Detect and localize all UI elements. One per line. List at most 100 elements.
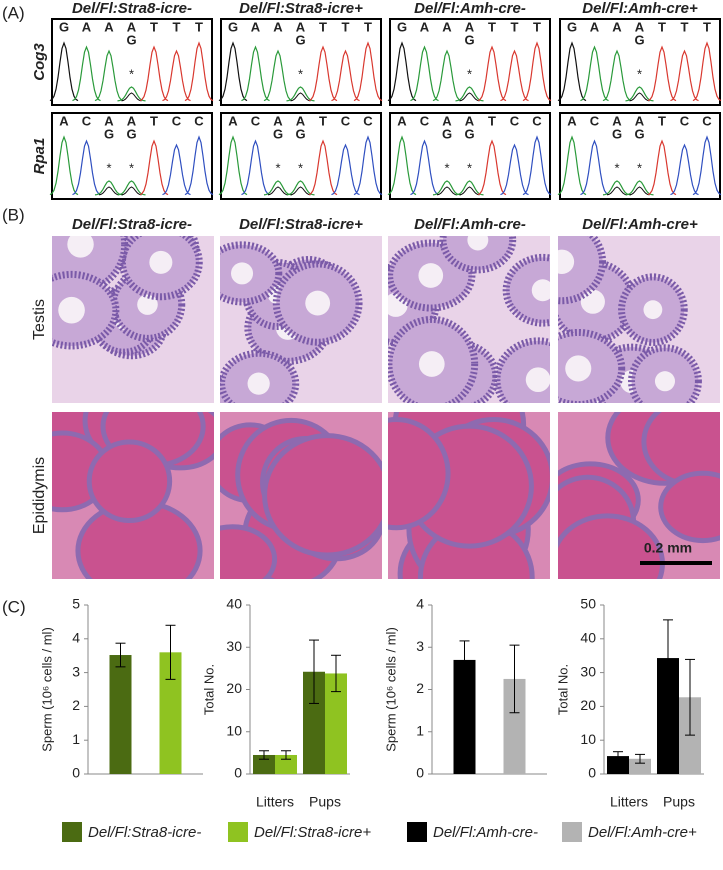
chromatogram-peak [387,41,417,102]
y-tick-label: 0 [72,765,80,781]
error-bar [281,750,291,760]
chromatogram-peak [117,180,146,196]
chromatogram-peak [629,92,650,102]
chromatogram-peak [629,186,650,196]
base-letter: G [228,19,238,34]
chromatogram-peak [455,180,484,196]
histology-image [220,236,382,403]
variant-letter: G [295,126,305,141]
chromatogram-peak [139,45,169,102]
lumen [467,236,489,251]
histology-image [388,236,550,403]
base-letter: G [567,19,577,34]
bar [325,673,347,774]
error-bar [685,658,695,736]
lumen [654,371,676,392]
legend-label: Del/Fl:Amh-cre- [433,824,538,841]
base-letter: T [364,19,372,34]
base-letter: A [442,113,452,128]
base-letter: A [251,19,261,34]
base-letter: A [465,19,475,34]
scale-bar-label: 0.2 mm [644,540,692,556]
bar [657,658,679,774]
chromatogram-peak [290,186,311,196]
column-header: Del/Fl:Stra8-icre+ [239,216,363,233]
base-letter: A [635,113,645,128]
panel-label: (A) [2,3,25,22]
chromatogram-peak [477,45,507,102]
chromatogram-peak [500,49,529,102]
chromatogram-peak [522,41,552,102]
base-letter: C [420,113,430,128]
histology-image [52,412,214,579]
y-tick-label: 3 [72,663,80,679]
base-letter: A [442,19,452,34]
mutation-marker: * [467,160,472,175]
chromatogram-peak [557,41,587,102]
y-tick-label: 2 [416,680,424,696]
y-axis-label: Sperm (10⁶ cells / ml) [39,627,54,752]
chromatogram-peak [162,49,191,102]
chromatogram-peak [580,139,609,196]
variant-letter: G [634,126,644,141]
row-label: Rpa1 [31,138,48,175]
chromatogram-peak [139,139,169,196]
y-tick-label: 5 [72,596,80,612]
chromatogram-peak [353,41,383,102]
y-tick-label: 20 [226,680,242,696]
mutation-marker: * [444,160,449,175]
variant-letter: G [126,126,136,141]
base-letter: A [465,113,475,128]
mutation-marker: * [129,66,134,81]
y-tick-label: 0 [588,765,596,781]
base-letter: A [590,19,600,34]
y-tick-label: 4 [416,596,424,612]
histology-image [220,412,382,579]
y-tick-label: 20 [580,697,596,713]
chromatogram-peak [267,186,289,196]
x-tick-label: Litters [610,794,648,810]
base-letter: T [511,19,519,34]
chromatogram-peak [286,180,315,196]
lumen [231,262,254,285]
mutation-marker: * [637,160,642,175]
chromatogram-peak [331,49,360,102]
mutation-marker: * [298,160,303,175]
variant-letter: G [126,32,136,47]
tubule [388,417,451,531]
column-header: Del/Fl:Amh-cre- [414,0,526,17]
chromatogram-peak [625,180,654,196]
tubule [439,236,517,274]
base-letter: G [59,19,69,34]
y-tick-label: 10 [226,722,242,738]
tubule [658,470,720,544]
chromatogram-peak [432,180,462,196]
legend-label: Del/Fl:Stra8-icre- [88,824,201,841]
variant-letter: G [442,126,452,141]
mutation-marker: * [637,66,642,81]
mutation-marker: * [275,160,280,175]
bar [607,756,629,774]
variant-letter: G [464,126,474,141]
y-tick-label: 1 [72,731,80,747]
bar [303,671,325,774]
base-letter: A [567,113,577,128]
bar [679,697,701,774]
legend-swatch [62,822,82,842]
base-letter: C [702,113,712,128]
x-tick-label: Pups [309,794,341,810]
panel-label: (B) [2,205,25,224]
lumen [58,296,85,324]
chromatogram-peak [436,186,458,196]
chromatogram-peak [308,45,338,102]
mutation-marker: * [467,66,472,81]
tubule [86,439,173,524]
tubule [502,253,550,327]
x-tick-label: Pups [663,794,695,810]
base-letter: A [273,19,283,34]
base-letter: C [251,113,261,128]
base-letter: T [488,19,496,34]
chromatogram-peak [477,139,507,196]
chromatogram-peak [670,143,699,196]
base-letter: A [273,113,283,128]
